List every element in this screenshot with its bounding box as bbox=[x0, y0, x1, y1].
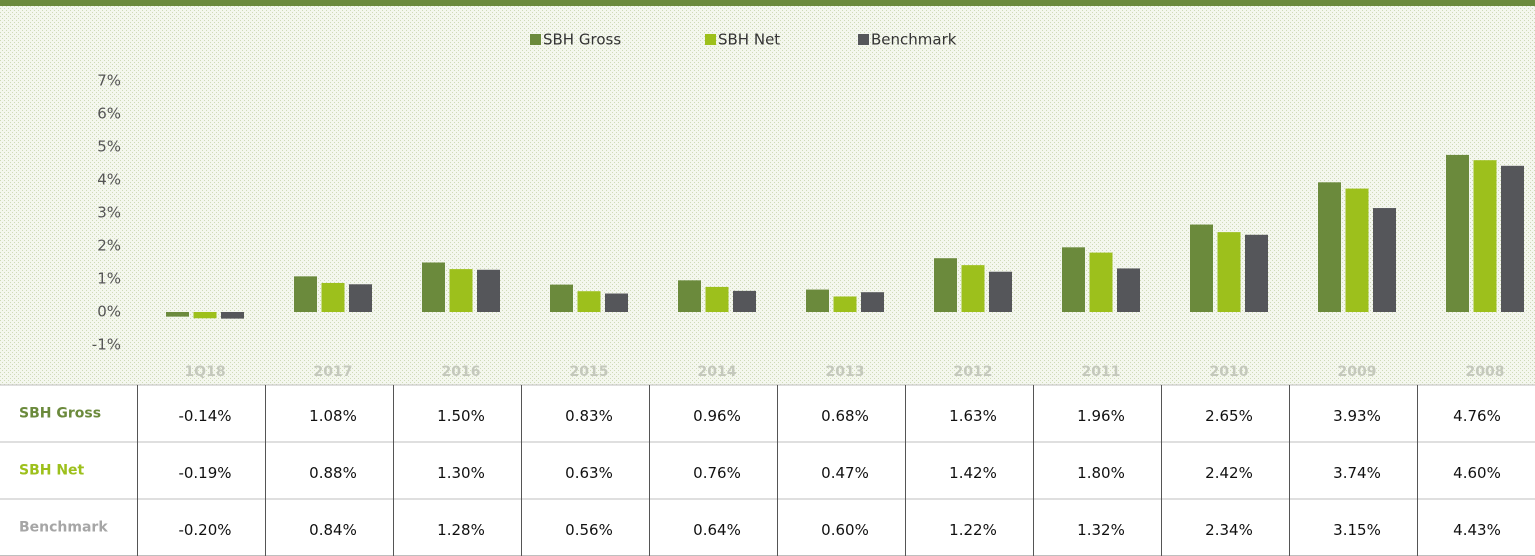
legend-swatch bbox=[705, 34, 716, 45]
table-cell: 0.63% bbox=[565, 464, 613, 482]
y-tick-label: 0% bbox=[97, 303, 121, 321]
bar bbox=[349, 284, 372, 312]
legend-label: SBH Gross bbox=[543, 31, 621, 49]
y-tick-label: -1% bbox=[92, 336, 121, 354]
table-cell: 0.83% bbox=[565, 407, 613, 425]
bar bbox=[861, 292, 884, 312]
x-tick-label: 2008 bbox=[1466, 364, 1505, 380]
bar bbox=[321, 282, 345, 312]
bar bbox=[193, 312, 217, 319]
bar bbox=[1501, 165, 1524, 312]
table-cell: 0.47% bbox=[821, 464, 869, 482]
table-cell: 0.60% bbox=[821, 521, 869, 539]
x-tick-label: 1Q18 bbox=[184, 364, 225, 380]
table-cell: 1.08% bbox=[309, 407, 357, 425]
bar bbox=[733, 290, 756, 312]
bar bbox=[1190, 224, 1213, 312]
bar bbox=[934, 258, 957, 312]
bar bbox=[1373, 208, 1396, 312]
table-cell: 0.96% bbox=[693, 407, 741, 425]
table-cell: -0.14% bbox=[178, 407, 231, 425]
plot-background bbox=[0, 0, 1535, 385]
x-tick-label: 2016 bbox=[442, 364, 481, 380]
table-cell: 4.76% bbox=[1453, 407, 1501, 425]
table-cell: 1.42% bbox=[949, 464, 997, 482]
y-tick-label: 6% bbox=[97, 105, 121, 123]
x-tick-label: 2011 bbox=[1082, 364, 1121, 380]
table-cell: 1.50% bbox=[437, 407, 485, 425]
table-cell: 0.88% bbox=[309, 464, 357, 482]
bar bbox=[477, 269, 500, 312]
legend-swatch bbox=[530, 34, 541, 45]
x-tick-label: 2014 bbox=[698, 364, 737, 380]
x-tick-label: 2009 bbox=[1338, 364, 1377, 380]
table-cell: 2.42% bbox=[1205, 464, 1253, 482]
bar bbox=[1117, 268, 1140, 312]
table-cell: 2.34% bbox=[1205, 521, 1253, 539]
y-tick-label: 3% bbox=[97, 204, 121, 222]
x-tick-label: 2015 bbox=[570, 364, 609, 380]
top-band bbox=[0, 0, 1535, 6]
legend-label: Benchmark bbox=[871, 31, 957, 49]
table-cell: 1.28% bbox=[437, 521, 485, 539]
table-cell: 1.63% bbox=[949, 407, 997, 425]
table-cell: 0.68% bbox=[821, 407, 869, 425]
x-tick-label: 2010 bbox=[1210, 364, 1249, 380]
row-label: SBH Net bbox=[19, 463, 85, 479]
legend-label: SBH Net bbox=[718, 31, 780, 49]
y-tick-label: 4% bbox=[97, 171, 121, 189]
table-cell: 1.22% bbox=[949, 521, 997, 539]
bar bbox=[422, 262, 445, 312]
bar bbox=[449, 269, 473, 312]
table-cell: 1.30% bbox=[437, 464, 485, 482]
bar bbox=[833, 296, 857, 312]
bar bbox=[1245, 234, 1268, 312]
bar bbox=[605, 293, 628, 312]
bar bbox=[550, 284, 573, 312]
table-cell: 0.64% bbox=[693, 521, 741, 539]
bar bbox=[961, 265, 985, 312]
x-tick-label: 2012 bbox=[954, 364, 993, 380]
x-tick-label: 2013 bbox=[826, 364, 865, 380]
table-cell: 0.76% bbox=[693, 464, 741, 482]
x-tick-label: 2017 bbox=[314, 364, 353, 380]
bar bbox=[705, 286, 729, 312]
bar bbox=[1217, 232, 1241, 312]
legend-swatch bbox=[858, 34, 869, 45]
y-tick-label: 1% bbox=[97, 270, 121, 288]
bar bbox=[1473, 160, 1497, 312]
table-cell: 4.60% bbox=[1453, 464, 1501, 482]
table-cell: 3.93% bbox=[1333, 407, 1381, 425]
table-cell: 1.96% bbox=[1077, 407, 1125, 425]
table-cell: 4.43% bbox=[1453, 521, 1501, 539]
y-tick-label: 7% bbox=[97, 72, 121, 90]
y-tick-label: 5% bbox=[97, 138, 121, 156]
bar bbox=[221, 312, 244, 319]
table-cell: 1.80% bbox=[1077, 464, 1125, 482]
row-label: Benchmark bbox=[19, 520, 108, 536]
bar bbox=[577, 291, 601, 312]
bar bbox=[1318, 182, 1341, 312]
table-cell: 0.84% bbox=[309, 521, 357, 539]
table-cell: 1.32% bbox=[1077, 521, 1125, 539]
bar bbox=[806, 289, 829, 312]
table-cell: 3.74% bbox=[1333, 464, 1381, 482]
bar bbox=[1446, 154, 1469, 312]
table-cell: 0.56% bbox=[565, 521, 613, 539]
table-cell: 3.15% bbox=[1333, 521, 1381, 539]
bar bbox=[678, 280, 701, 312]
bar bbox=[1089, 252, 1113, 312]
bar bbox=[166, 312, 189, 317]
table-cell: -0.19% bbox=[178, 464, 231, 482]
row-label: SBH Gross bbox=[19, 406, 101, 422]
table-cell: -0.20% bbox=[178, 521, 231, 539]
bar bbox=[989, 271, 1012, 312]
bar bbox=[1062, 247, 1085, 312]
bar bbox=[294, 276, 317, 312]
table-cell: 2.65% bbox=[1205, 407, 1253, 425]
y-tick-label: 2% bbox=[97, 237, 121, 255]
bar bbox=[1345, 188, 1369, 312]
